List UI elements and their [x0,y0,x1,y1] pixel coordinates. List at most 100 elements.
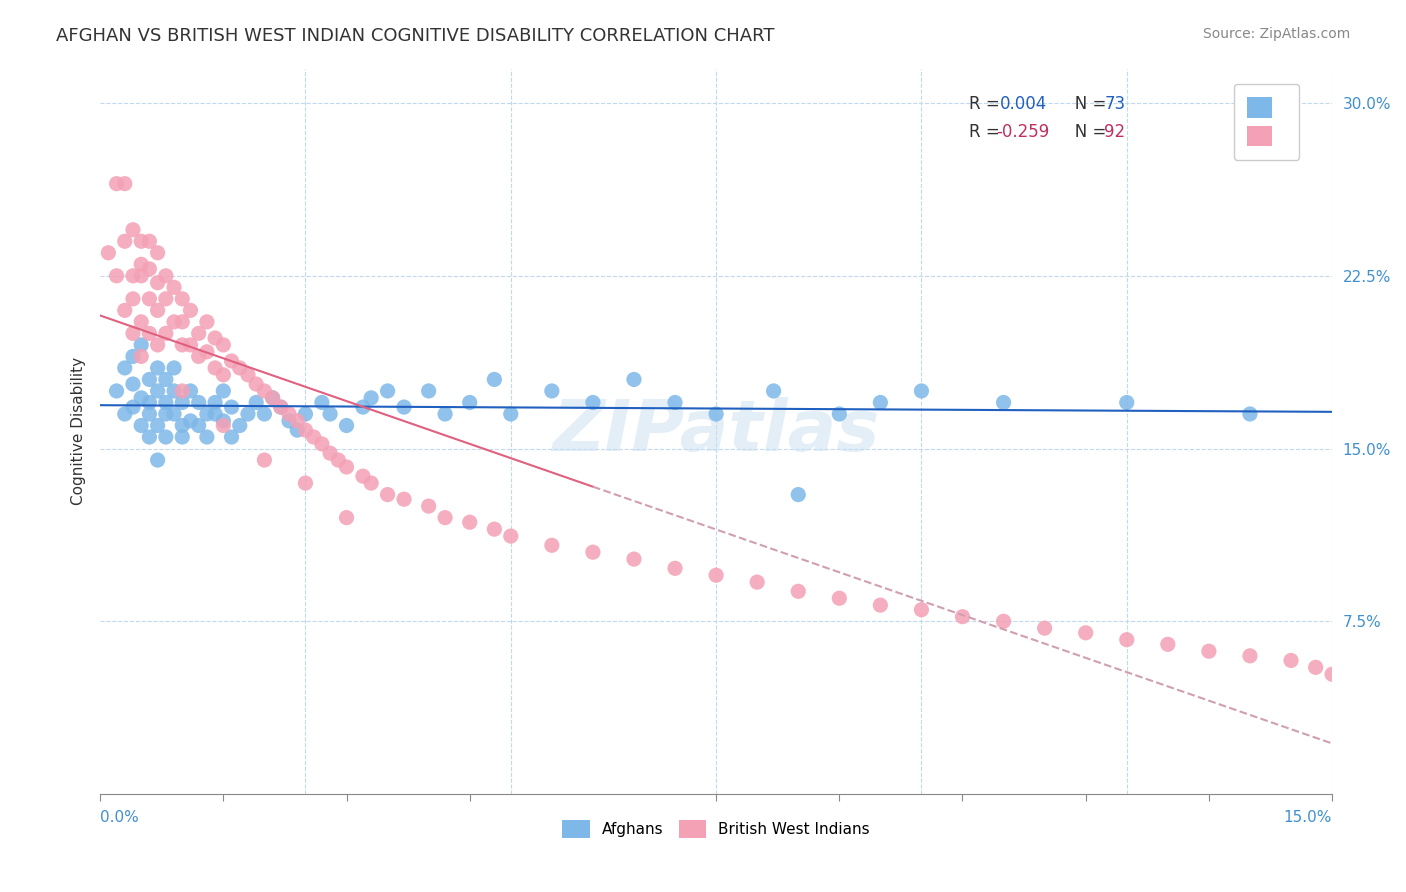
Point [114,360,136,375]
Point [285,423,308,437]
Point [747,575,769,590]
Point [278,414,301,428]
Point [195,315,218,329]
Point [499,529,522,543]
Point [1115,395,1137,409]
Point [952,609,974,624]
Point [172,292,194,306]
Point [129,315,152,329]
Point [1074,625,1097,640]
Text: 15.0%: 15.0% [1284,810,1331,825]
Point [664,561,686,575]
Point [1115,632,1137,647]
Point [146,360,169,375]
Point [1320,667,1343,681]
Point [762,384,785,398]
Point [253,407,276,421]
Point [187,326,209,341]
Point [221,400,243,414]
Point [179,303,201,318]
Point [910,384,932,398]
Point [1279,653,1302,667]
Point [204,395,226,409]
Point [262,391,284,405]
Point [229,418,252,433]
Point [352,469,374,483]
Point [335,510,357,524]
Point [155,268,177,283]
Point [253,384,276,398]
Point [278,407,301,421]
Point [1157,637,1180,651]
Point [458,395,481,409]
Point [187,418,209,433]
Point [163,360,186,375]
Point [155,372,177,386]
Point [114,303,136,318]
Point [138,292,160,306]
Point [704,568,727,582]
Point [204,407,226,421]
Point [138,430,160,444]
Point [129,391,152,405]
Point [270,400,292,414]
Point [122,400,145,414]
Text: 92: 92 [1104,123,1125,141]
Point [262,391,284,405]
Point [787,487,810,501]
Point [146,418,169,433]
Point [155,407,177,421]
Point [97,245,120,260]
Point [458,515,481,529]
Point [294,476,316,491]
Point [114,234,136,248]
Point [294,407,316,421]
Point [418,384,440,398]
Point [319,407,342,421]
Point [155,430,177,444]
Point [360,391,382,405]
Point [179,384,201,398]
Text: N =: N = [1059,95,1111,113]
Point [704,407,727,421]
Point [146,303,169,318]
Point [204,331,226,345]
Point [105,268,128,283]
Point [311,395,333,409]
Point [1305,660,1327,674]
Point [236,368,259,382]
Point [540,384,562,398]
Point [129,338,152,352]
Point [129,418,152,433]
Point [302,430,325,444]
Text: R =: R = [969,123,1005,141]
Point [114,407,136,421]
Point [311,437,333,451]
Point [1239,407,1261,421]
Point [122,350,145,364]
Point [212,384,235,398]
Point [221,354,243,368]
Point [187,395,209,409]
Point [195,344,218,359]
Point [172,430,194,444]
Text: 0.004: 0.004 [1000,95,1046,113]
Point [163,280,186,294]
Point [1239,648,1261,663]
Point [664,395,686,409]
Point [869,395,891,409]
Point [993,395,1015,409]
Point [294,423,316,437]
Point [138,372,160,386]
Point [212,414,235,428]
Point [122,292,145,306]
Point [221,430,243,444]
Point [236,407,259,421]
Point [114,177,136,191]
Point [105,384,128,398]
Point [138,326,160,341]
Text: Source: ZipAtlas.com: Source: ZipAtlas.com [1202,27,1350,41]
Point [335,418,357,433]
Point [360,476,382,491]
Point [163,315,186,329]
